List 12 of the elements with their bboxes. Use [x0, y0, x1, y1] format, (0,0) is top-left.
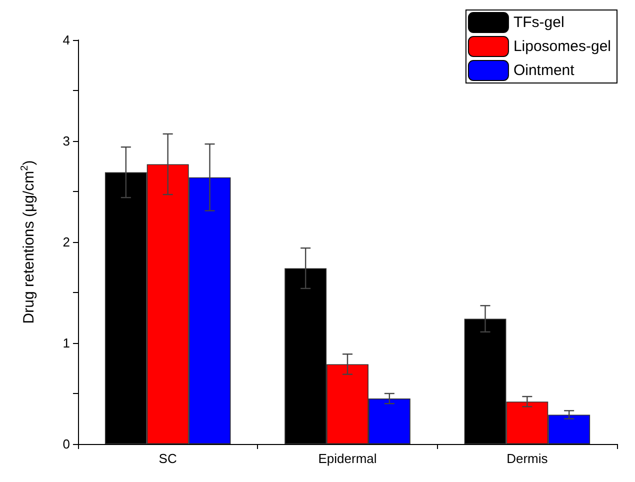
x-tick-label: Dermis [506, 451, 548, 466]
legend-label: Liposomes-gel [513, 38, 612, 55]
y-tick-label: 1 [62, 336, 70, 350]
y-axis-title: Drug retentions (μg/cm2) [20, 160, 38, 324]
y-tick-label: 2 [62, 234, 70, 250]
legend-label: TFs-gel [513, 14, 564, 31]
y-tick-label: 4 [62, 32, 70, 48]
legend-label: Ointment [513, 62, 576, 79]
y-tick-label: 0 [62, 436, 70, 452]
x-tick-label: SC [158, 451, 177, 466]
x-tick-label: Epidermal [318, 451, 377, 466]
y-tick-label: 3 [62, 134, 70, 148]
